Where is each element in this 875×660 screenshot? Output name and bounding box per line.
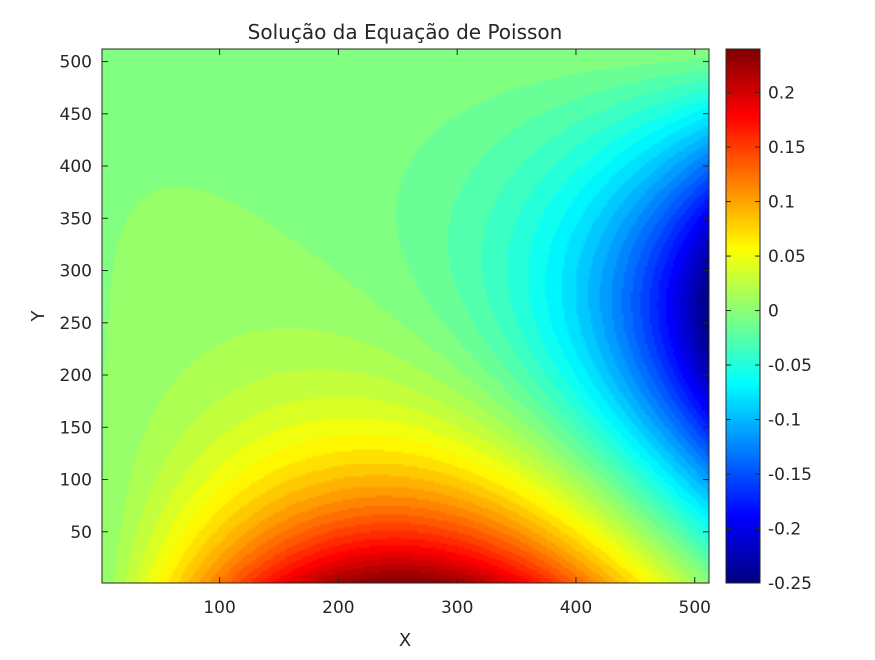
colorbar-tick-label: 0: [768, 302, 779, 322]
y-tick-label: 100: [60, 471, 92, 491]
colorbar-tick-label: -0.1: [768, 411, 801, 431]
x-tick-label: 300: [441, 598, 473, 618]
y-tick-label: 200: [60, 366, 92, 386]
y-tick-label: 400: [60, 157, 92, 177]
x-axis-ticks: 100 200 300 400 500: [203, 49, 711, 618]
colorbar-ticks: 0.2 0.15 0.1 0.05 0 -0.05 -0.1 -0.15 -0.2 -0.25: [726, 84, 812, 594]
heatmap-field: [102, 49, 709, 583]
plot-frame: [101, 48, 710, 584]
colorbar-frame: [725, 48, 761, 584]
y-axis-ticks: 50 100 150 200 250 300 350 400 450 500: [60, 53, 709, 543]
y-tick-label: 50: [70, 523, 92, 543]
x-tick-label: 200: [322, 598, 354, 618]
colorbar-tick-label: 0.1: [768, 193, 795, 213]
heatmap-image: [102, 49, 709, 583]
colorbar-tick-label: 0.15: [768, 138, 806, 158]
y-tick-label: 300: [60, 262, 92, 282]
x-tick-label: 400: [560, 598, 592, 618]
y-tick-label: 250: [60, 314, 92, 334]
y-tick-label: 350: [60, 209, 92, 229]
x-tick-label: 500: [679, 598, 711, 618]
x-tick-label: 100: [203, 598, 235, 618]
y-tick-label: 450: [60, 105, 92, 125]
colorbar-tick-label: -0.05: [768, 356, 812, 376]
x-axis-label: X: [399, 630, 411, 651]
colorbar-tick-label: 0.05: [768, 247, 806, 267]
y-tick-label: 150: [60, 418, 92, 438]
colorbar-gradient: [726, 49, 760, 583]
colorbar-tick-label: 0.2: [768, 84, 795, 104]
y-axis-label: Y: [28, 310, 49, 323]
colorbar-tick-label: -0.15: [768, 465, 812, 485]
colorbar-tick-label: -0.2: [768, 520, 801, 540]
colorbar-tick-label: -0.25: [768, 574, 812, 594]
y-tick-label: 500: [60, 53, 92, 73]
chart-title: Solução da Equação de Poisson: [248, 20, 563, 44]
